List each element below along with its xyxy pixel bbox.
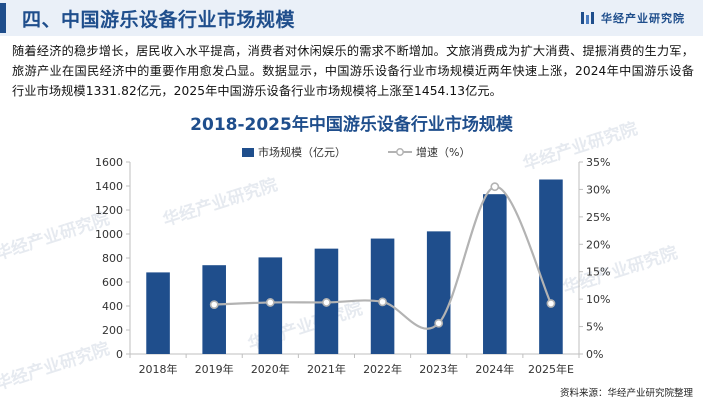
y-tick-label-right: 0% <box>586 348 603 361</box>
y-tick-label-left: 400 <box>102 300 123 313</box>
chart-legend: 市场规模（亿元） 增速（%） <box>242 144 470 160</box>
bar <box>146 272 170 354</box>
header-banner: 四、中国游乐设备行业市场规模 华经产业研究院 <box>0 0 703 36</box>
y-tick-label-left: 800 <box>102 252 123 265</box>
growth-point <box>265 298 275 307</box>
x-tick-label: 2018年 <box>139 362 178 376</box>
bar <box>202 265 226 354</box>
y-tick-label-right: 20% <box>586 238 610 251</box>
y-tick-label-right: 25% <box>586 211 610 224</box>
growth-point <box>434 318 444 328</box>
growth-point <box>490 182 500 192</box>
growth-point <box>322 298 331 307</box>
growth-point <box>378 297 387 307</box>
legend-bar-label: 市场规模（亿元） <box>258 146 346 159</box>
intro-paragraph: 随着经济的稳步增长，居民收入水平提高，消费者对休闲娱乐的需求不断增加。文旅消费成… <box>12 44 694 98</box>
y-tick-label-right: 30% <box>586 183 610 196</box>
bar <box>370 238 395 354</box>
x-tick-label: 2019年 <box>195 362 234 376</box>
legend-line-label: 增速（%） <box>416 146 471 159</box>
x-tick-label: 2023年 <box>419 362 458 376</box>
y-tick-label-left: 1600 <box>95 156 123 169</box>
brand-name: 华经产业研究院 <box>601 12 685 25</box>
x-tick-label: 2020年 <box>251 362 290 376</box>
brand: 华经产业研究院 <box>581 9 685 27</box>
x-tick-label: 2025年E <box>528 362 574 376</box>
growth-point <box>546 299 556 308</box>
y-tick-label-left: 0 <box>116 348 123 361</box>
bar <box>483 194 507 354</box>
y-tick-label-right: 5% <box>586 321 603 334</box>
brand-logo-icon <box>581 12 594 24</box>
x-tick-label: 2021年 <box>307 362 346 376</box>
y-tick-label-right: 15% <box>586 266 610 279</box>
growth-point <box>209 300 219 310</box>
legend-line-swatch <box>388 148 412 156</box>
legend-bar-swatch <box>242 147 254 157</box>
y-tick-label-right: 35% <box>586 156 610 169</box>
page-title: 四、中国游乐设备行业市场规模 <box>22 9 296 31</box>
y-tick-label-left: 1000 <box>95 228 123 241</box>
x-tick-label: 2024年 <box>475 362 514 376</box>
header-accent-bar <box>0 3 6 33</box>
source-note: 资料来源：华经产业研究院整理 <box>559 388 693 399</box>
y-tick-label-left: 600 <box>102 276 123 289</box>
y-tick-label-left: 1400 <box>95 180 123 193</box>
growth-line <box>214 185 552 330</box>
bar <box>426 231 451 354</box>
bar <box>539 179 563 354</box>
y-tick-label-left: 1200 <box>95 204 123 217</box>
y-tick-label-left: 200 <box>102 324 123 337</box>
y-tick-label-right: 10% <box>586 293 610 306</box>
x-tick-label: 2022年 <box>363 362 402 376</box>
chart-title: 2018-2025年中国游乐设备行业市场规模 <box>190 115 513 135</box>
